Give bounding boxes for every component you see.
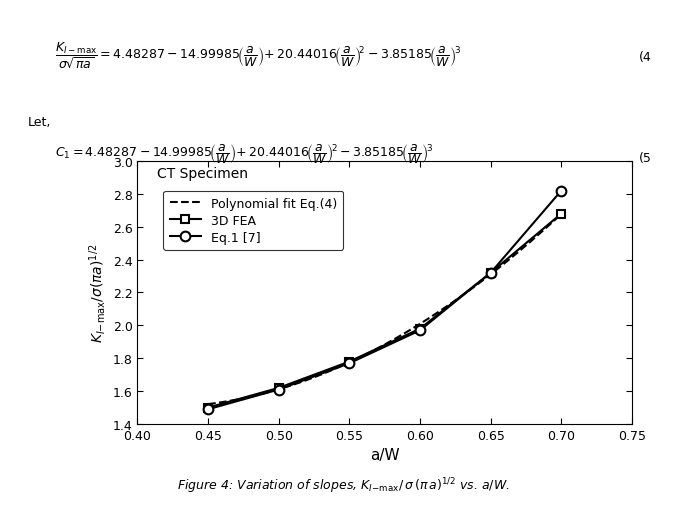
Legend: Polynomial fit Eq.(4), 3D FEA, Eq.1 [7]: Polynomial fit Eq.(4), 3D FEA, Eq.1 [7] (164, 191, 344, 250)
Line: Polynomial fit Eq.(4): Polynomial fit Eq.(4) (208, 215, 561, 405)
Polynomial fit Eq.(4) (557, 212, 565, 218)
3D FEA (557, 211, 565, 217)
X-axis label: a/W: a/W (370, 447, 400, 463)
Eq.1 [7] (346, 361, 354, 367)
Eq.1 [7] (204, 407, 212, 413)
Polynomial fit Eq.(4) (204, 401, 212, 408)
3D FEA (275, 385, 283, 391)
Line: 3D FEA: 3D FEA (204, 210, 565, 412)
Polynomial fit Eq.(4) (420, 319, 429, 325)
3D FEA (486, 270, 495, 276)
Line: Eq.1 [7]: Eq.1 [7] (203, 186, 566, 414)
Text: CT Specimen: CT Specimen (157, 167, 248, 181)
Polynomial fit Eq.(4) (524, 241, 532, 247)
Text: (5: (5 (639, 152, 652, 165)
Polynomial fit Eq.(4) (205, 401, 214, 407)
Polynomial fit Eq.(4) (414, 322, 423, 328)
Text: Figure 4: Variation of slopes, $K_{I\mathrm{-max}}/\,\sigma\,(\pi\,a)^{1/2}$ vs.: Figure 4: Variation of slopes, $K_{I\mat… (177, 475, 510, 495)
Y-axis label: $K_{I\mathrm{-max}}/\sigma(\pi a)^{1/2}$: $K_{I\mathrm{-max}}/\sigma(\pi a)^{1/2}$ (87, 243, 109, 342)
Eq.1 [7] (275, 387, 283, 393)
Polynomial fit Eq.(4) (413, 323, 421, 329)
Eq.1 [7] (557, 188, 565, 194)
Text: (4: (4 (639, 50, 652, 64)
Polynomial fit Eq.(4) (502, 260, 510, 266)
Text: Let,: Let, (27, 116, 51, 129)
3D FEA (416, 326, 424, 332)
Eq.1 [7] (416, 328, 424, 334)
3D FEA (346, 359, 354, 365)
3D FEA (204, 405, 212, 411)
Eq.1 [7] (486, 270, 495, 276)
Text: $\dfrac{K_{I-\max}}{\sigma\sqrt{\pi a}} = 4.48287 - 14.99985\!\left(\dfrac{a}{W}: $\dfrac{K_{I-\max}}{\sigma\sqrt{\pi a}} … (55, 40, 461, 71)
Text: $C_1 = 4.48287 - 14.99985\!\left(\dfrac{a}{W}\right)\! + 20.44016\!\left(\dfrac{: $C_1 = 4.48287 - 14.99985\!\left(\dfrac{… (55, 141, 433, 165)
